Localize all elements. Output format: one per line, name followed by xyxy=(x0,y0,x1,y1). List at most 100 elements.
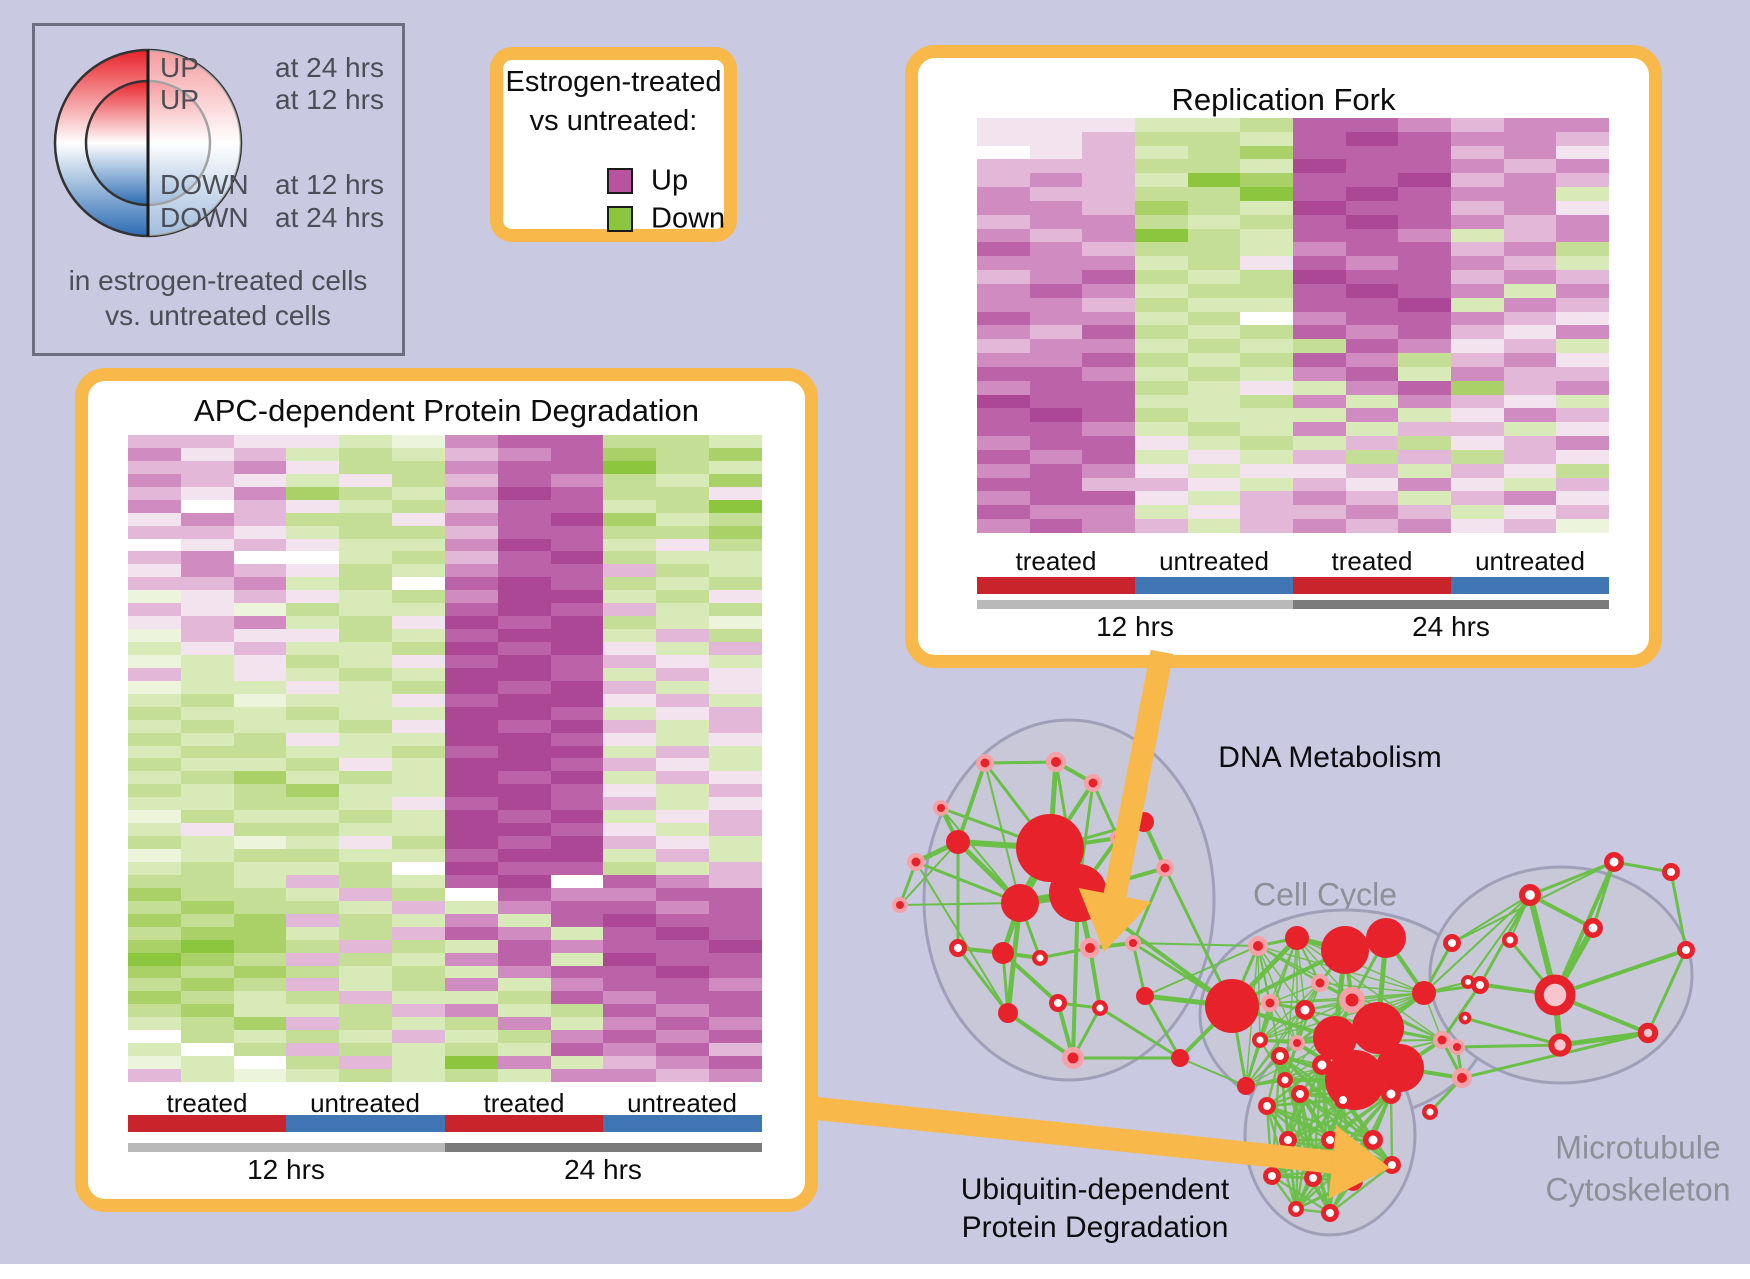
heatmap-cell xyxy=(603,926,657,940)
heatmap-cell xyxy=(128,473,181,487)
heatmap-cell xyxy=(1029,311,1083,326)
heatmap-cell xyxy=(1293,325,1346,340)
heatmap-cell xyxy=(656,1030,710,1044)
heatmap-cell xyxy=(1293,159,1346,174)
heatmap-cell xyxy=(497,849,551,863)
heatmap-cell xyxy=(444,719,498,733)
heatmap-cell xyxy=(1240,408,1293,423)
heatmap-cell xyxy=(128,991,181,1005)
apc-treated-bar-24 xyxy=(445,1115,603,1132)
heatmap-cell xyxy=(286,823,340,837)
heatmap-cell xyxy=(1187,256,1241,271)
heatmap-cell xyxy=(603,706,657,720)
heatmap-cell xyxy=(656,680,710,694)
apc-group-label-4: untreated xyxy=(627,1088,737,1118)
heatmap-cell xyxy=(656,499,710,513)
heatmap-cell xyxy=(603,473,657,487)
rf-24hrs-label: 24 hrs xyxy=(1412,611,1490,642)
heatmap-cell xyxy=(339,525,393,539)
heatmap-cell xyxy=(497,784,551,798)
heatmap-cell xyxy=(1187,173,1241,188)
heatmap-cell xyxy=(339,874,393,888)
heatmap-cell xyxy=(1556,297,1609,312)
heatmap-cell xyxy=(497,874,551,888)
heatmap-cell xyxy=(233,978,287,992)
heatmap-cell xyxy=(1345,297,1399,312)
heatmap-cell xyxy=(444,1004,498,1018)
heatmap-cell xyxy=(1398,270,1451,284)
heatmap-cell xyxy=(339,1043,393,1057)
heatmap-cell xyxy=(656,629,710,643)
heatmap-cell xyxy=(233,473,287,487)
heatmap-cell xyxy=(1029,325,1083,340)
heatmap-cell xyxy=(1029,366,1083,381)
ring-legend-down12-time: at 12 hrs xyxy=(275,169,384,200)
heatmap-cell xyxy=(180,693,234,707)
heatmap-cell xyxy=(339,654,393,668)
heatmap-cell xyxy=(1345,436,1399,450)
heatmap-cell xyxy=(550,460,604,474)
heatmap-cell xyxy=(1451,187,1504,201)
heatmap-cell xyxy=(1293,380,1346,395)
heatmap-cell xyxy=(1556,242,1609,257)
heatmap-cell xyxy=(1503,449,1557,464)
heatmap-cell xyxy=(392,590,445,604)
heatmap-cell xyxy=(656,447,710,461)
heatmap-cell xyxy=(977,449,1030,464)
heatmap-cell xyxy=(497,447,551,461)
heatmap-cell xyxy=(709,667,762,681)
heatmap-cell xyxy=(233,706,287,720)
heatmap-cell xyxy=(1029,159,1083,174)
heatmap-cell xyxy=(1503,380,1557,395)
heatmap-cell xyxy=(286,784,340,798)
heatmap-cell xyxy=(1135,118,1188,132)
heatmap-cell xyxy=(497,590,551,604)
heatmap-cell xyxy=(1556,270,1609,284)
heatmap-cell xyxy=(1451,491,1504,506)
heatmap-cell xyxy=(233,900,287,914)
rf-12hrs-label: 12 hrs xyxy=(1096,611,1174,642)
heatmap-cell xyxy=(444,473,498,487)
heatmap-cell xyxy=(1398,449,1451,464)
heatmap-cell xyxy=(1556,311,1609,326)
heatmap-cell xyxy=(1556,339,1609,354)
heatmap-cell xyxy=(1293,463,1346,478)
heatmap-cell xyxy=(1293,491,1346,506)
heatmap-cell xyxy=(656,1004,710,1018)
heatmap-cell xyxy=(550,732,604,746)
apc-treated-bar-12 xyxy=(128,1115,286,1132)
heatmap-cell xyxy=(550,952,604,966)
heatmap-cell xyxy=(603,680,657,694)
heatmap-cell xyxy=(1503,394,1557,409)
heatmap-cell xyxy=(233,836,287,850)
heatmap-cell xyxy=(392,991,445,1005)
heatmap-cell xyxy=(1398,505,1451,520)
heatmap-cell xyxy=(977,325,1030,340)
heatmap-cell xyxy=(550,1030,604,1044)
heatmap-cell xyxy=(1503,242,1557,257)
heatmap-cell xyxy=(180,551,234,565)
heatmap-cell xyxy=(444,952,498,966)
heatmap-cell xyxy=(392,978,445,992)
heatmap-cell xyxy=(128,667,181,681)
heatmap-cell xyxy=(656,745,710,759)
heatmap-cell xyxy=(392,926,445,940)
heatmap-cell xyxy=(1503,325,1557,340)
heatmap-cell xyxy=(444,887,498,901)
heatmap-cell xyxy=(497,435,551,448)
heatmap-cell xyxy=(1293,477,1346,492)
heatmap-cell xyxy=(286,525,340,539)
heatmap-cell xyxy=(1240,436,1293,450)
heatmap-cell xyxy=(550,654,604,668)
heatmap-cell xyxy=(128,900,181,914)
heatmap-cell xyxy=(1556,380,1609,395)
heatmap-cell xyxy=(444,991,498,1005)
heatmap-cell xyxy=(233,642,287,655)
heatmap-cell xyxy=(128,887,181,901)
heatmap-cell xyxy=(1556,325,1609,340)
heatmap-cell xyxy=(1451,463,1504,478)
heatmap-cell xyxy=(1398,394,1451,409)
heatmap-cell xyxy=(233,564,287,578)
heatmap-cell xyxy=(1398,366,1451,381)
heatmap-cell xyxy=(1398,463,1451,478)
